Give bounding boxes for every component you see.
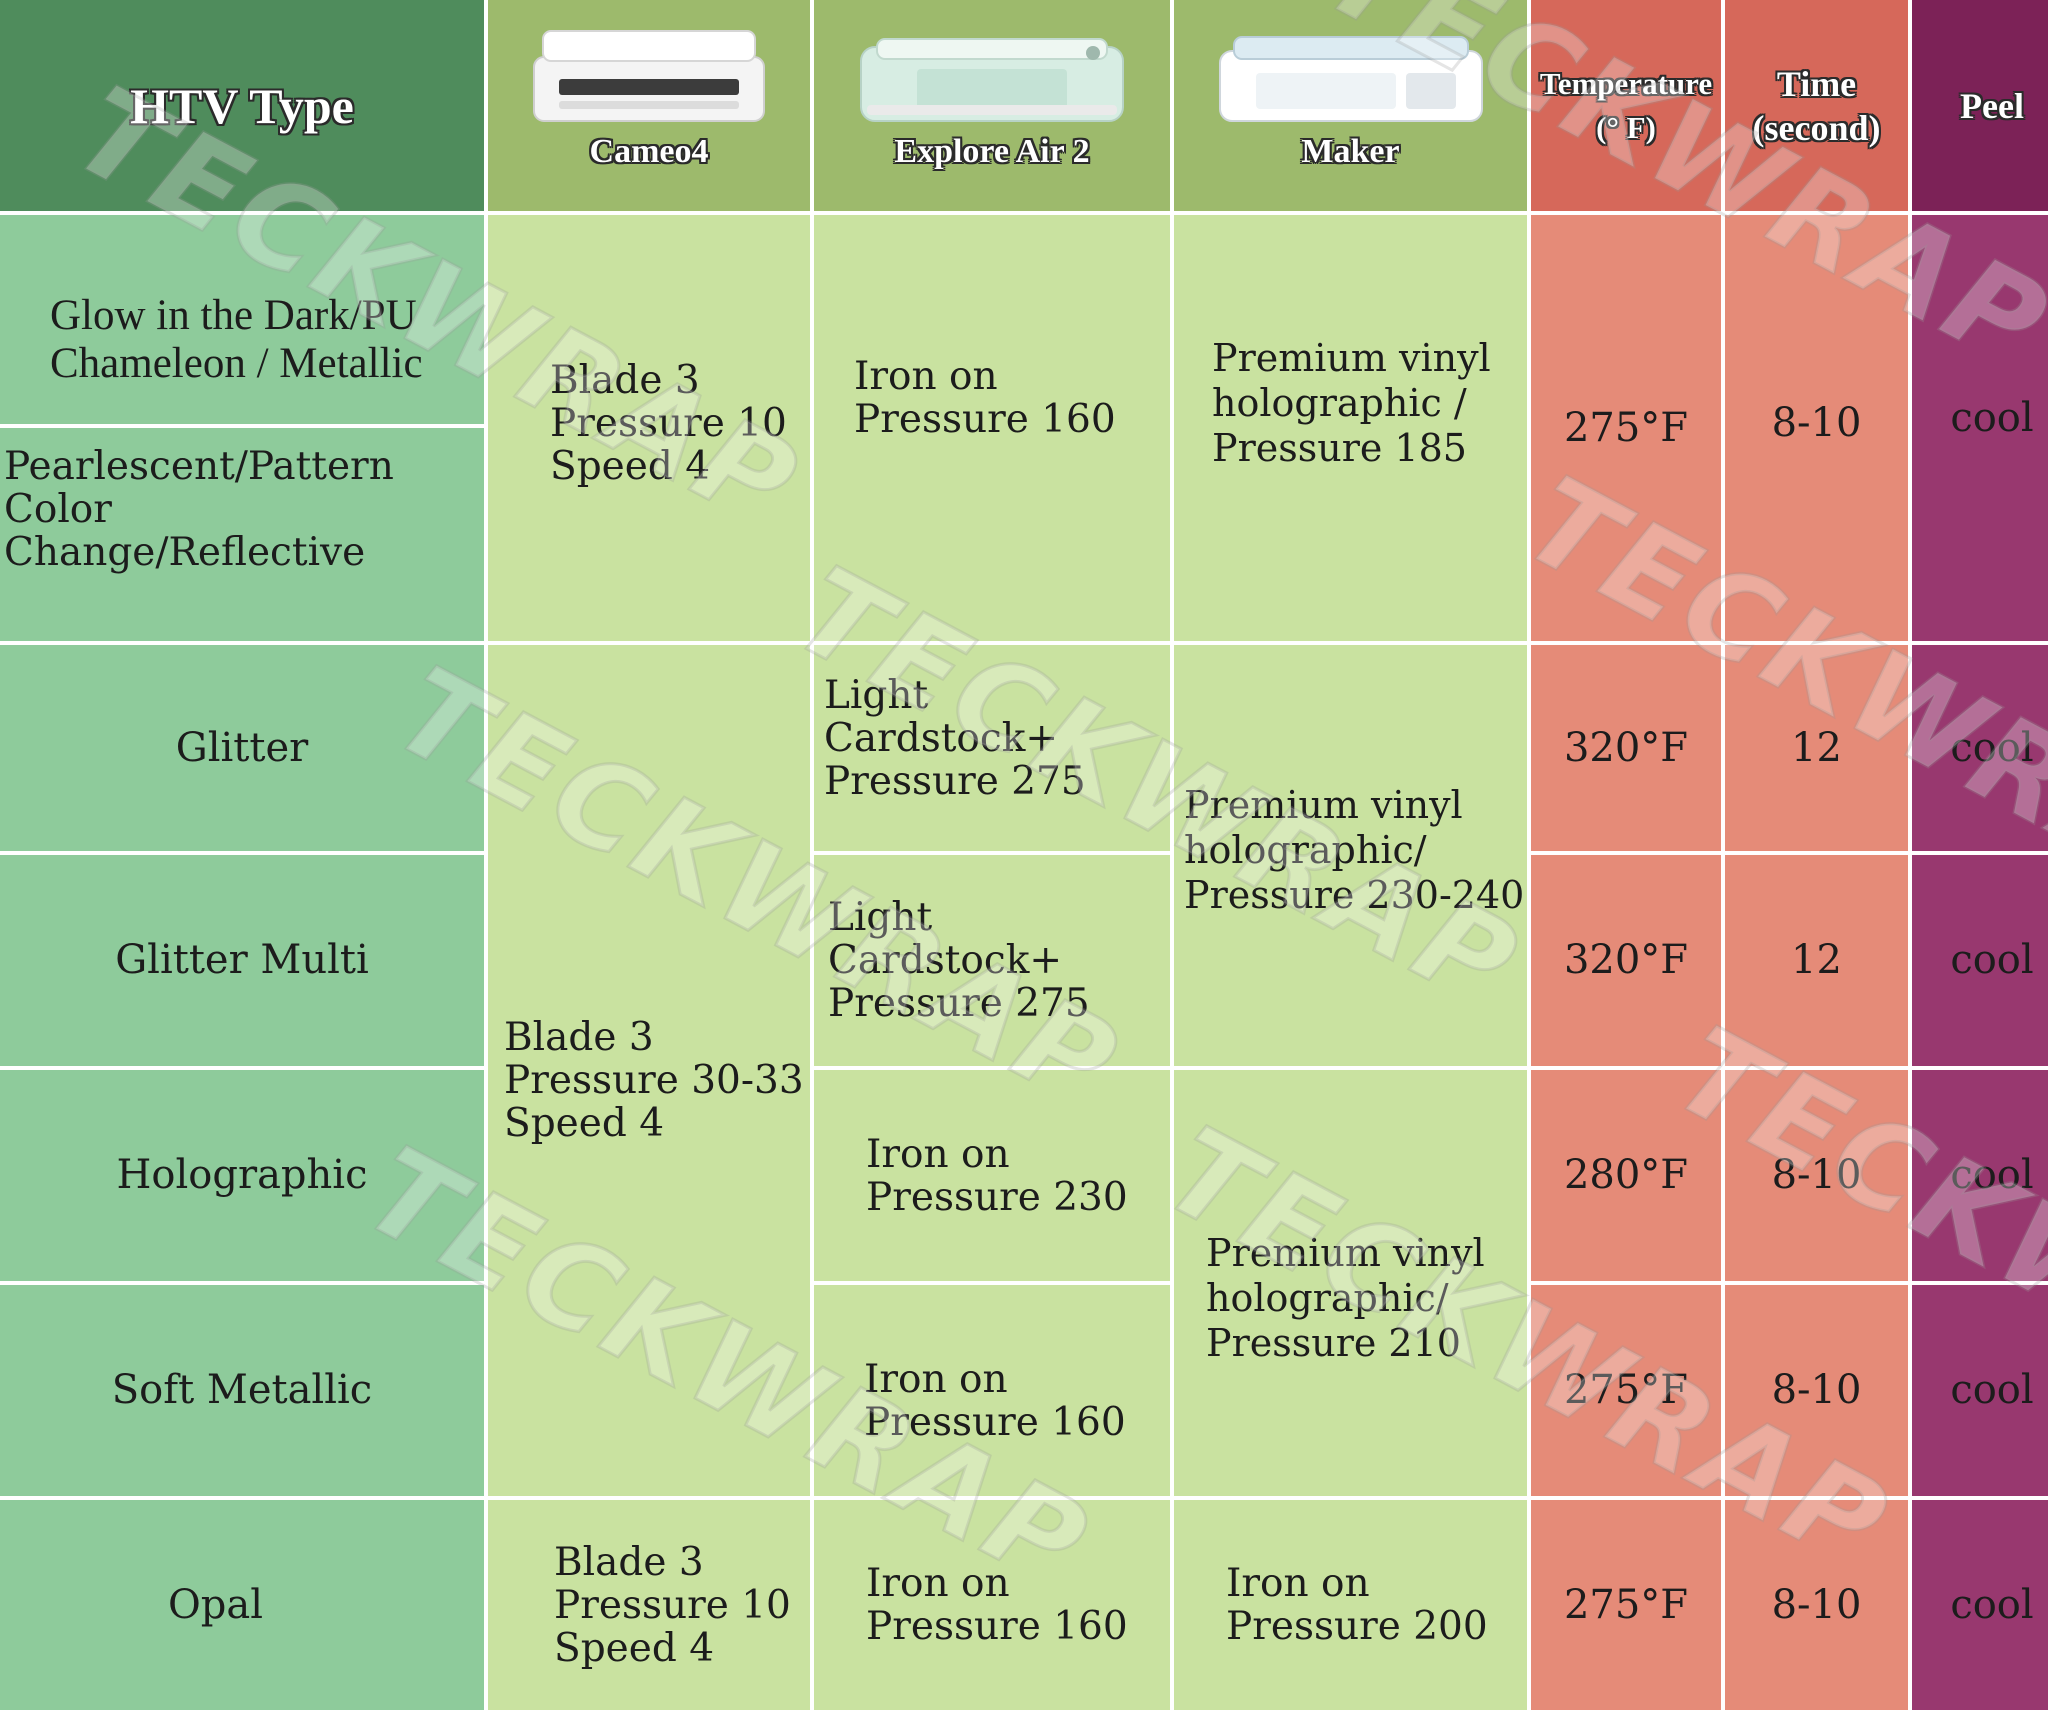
row-holographic: Holographic [0, 1070, 484, 1281]
maker-setting-group-1: Premium vinyl holographic / Pressure 185 [1174, 215, 1527, 641]
explore-setting-glitter: Light Cardstock+ Pressure 275 [814, 645, 1170, 851]
peel-value: cool [1950, 724, 2034, 771]
temperature-value: 275°F [1563, 404, 1689, 451]
header-peel-label: Peel [1960, 85, 2024, 126]
htv-type-label: Soft Metallic [111, 1367, 373, 1413]
temperature-value: 275°F [1563, 1367, 1689, 1413]
peel-value: cool [1950, 1581, 2034, 1628]
maker-setting-text: Premium vinyl holographic/ Pressure 230-… [1184, 783, 1525, 917]
row-soft-metallic: Soft Metallic [0, 1285, 484, 1496]
explore-setting-text: Iron on Pressure 230 [866, 1131, 1128, 1220]
temperature-group-1: 275°F [1531, 215, 1721, 641]
header-maker: Maker [1174, 0, 1527, 211]
explore-setting-text: Iron on Pressure 160 [854, 354, 1116, 442]
temperature-value: 275°F [1563, 1581, 1689, 1628]
peel-soft-metallic: cool [1912, 1285, 2048, 1496]
time-value: 8-10 [1771, 399, 1862, 446]
header-htv-type: HTV Type [0, 0, 484, 211]
maker-setting-text: Premium vinyl holographic / Pressure 185 [1212, 335, 1491, 470]
time-opal: 8-10 [1725, 1500, 1908, 1710]
cameo4-setting-group-2: Blade 3 Pressure 30-33 Speed 4 [488, 645, 810, 1496]
maker-setting-glitter-group: Premium vinyl holographic/ Pressure 230-… [1174, 645, 1527, 1066]
htv-type-label: Pearlescent/Pattern Color Change/Reflect… [4, 444, 394, 575]
row-glitter: Glitter [0, 645, 484, 851]
peel-holographic: cool [1912, 1070, 2048, 1281]
header-time: Time (second) [1725, 0, 1908, 211]
header-time-label: Time (second) [1752, 63, 1881, 148]
maker-setting-opal: Iron on Pressure 200 [1174, 1500, 1527, 1710]
explore-setting-text: Light Cardstock+ Pressure 275 [828, 895, 1090, 1026]
row-pearlescent-reflective: Pearlescent/Pattern Color Change/Reflect… [0, 428, 484, 641]
time-value: 12 [1791, 724, 1842, 771]
time-soft-metallic: 8-10 [1725, 1285, 1908, 1496]
time-value: 12 [1791, 937, 1842, 983]
header-explore-air-2-label: Explore Air 2 [894, 133, 1090, 170]
explore-setting-soft-metallic: Iron on Pressure 160 [814, 1285, 1170, 1496]
explore-setting-opal: Iron on Pressure 160 [814, 1500, 1170, 1710]
row-glow-chameleon-metallic: Glow in the Dark/PU Chameleon / Metallic [0, 215, 484, 424]
peel-opal: cool [1912, 1500, 2048, 1710]
htv-type-label: Holographic [116, 1152, 368, 1198]
temperature-opal: 275°F [1531, 1500, 1721, 1710]
cameo4-setting-group-1: Blade 3 Pressure 10 Speed 4 [488, 215, 810, 641]
header-maker-label: Maker [1301, 133, 1400, 170]
maker-setting-holo-group: Premium vinyl holographic/ Pressure 210 [1174, 1070, 1527, 1496]
time-value: 8-10 [1771, 1581, 1862, 1628]
cameo4-setting-text: Blade 3 Pressure 10 Speed 4 [550, 357, 787, 489]
time-value: 8-10 [1771, 1152, 1862, 1198]
time-glitter-multi: 12 [1725, 855, 1908, 1066]
explore-setting-group-1: Iron on Pressure 160 [814, 215, 1170, 641]
cameo4-setting-text: Blade 3 Pressure 10 Speed 4 [554, 1539, 791, 1671]
temperature-holographic: 280°F [1531, 1070, 1721, 1281]
explore-setting-glitter-multi: Light Cardstock+ Pressure 275 [814, 855, 1170, 1066]
maker-setting-text: Iron on Pressure 200 [1226, 1561, 1488, 1649]
header-htv-type-label: HTV Type [130, 77, 354, 134]
peel-value: cool [1950, 937, 2034, 983]
temperature-glitter-multi: 320°F [1531, 855, 1721, 1066]
peel-value: cool [1950, 394, 2034, 441]
cameo4-machine-icon [533, 30, 765, 122]
htv-type-label: Glow in the Dark/PU Chameleon / Metallic [50, 291, 423, 387]
htv-type-label: Glitter Multi [115, 937, 369, 983]
peel-group-1: cool [1912, 215, 2048, 641]
cameo4-setting-opal: Blade 3 Pressure 10 Speed 4 [488, 1500, 810, 1710]
header-temperature: Temperature (° F) [1531, 0, 1721, 211]
explore-setting-text: Iron on Pressure 160 [866, 1561, 1128, 1649]
cameo4-setting-text: Blade 3 Pressure 30-33 Speed 4 [504, 1015, 804, 1146]
peel-glitter-multi: cool [1912, 855, 2048, 1066]
row-glitter-multi: Glitter Multi [0, 855, 484, 1066]
header-peel: Peel [1912, 0, 2048, 211]
temperature-value: 280°F [1563, 1152, 1689, 1198]
peel-glitter: cool [1912, 645, 2048, 851]
maker-machine-icon [1218, 36, 1483, 122]
header-cameo4: Cameo4 [488, 0, 810, 211]
header-temperature-label: Temperature (° F) [1539, 65, 1713, 145]
peel-value: cool [1950, 1367, 2034, 1413]
peel-value: cool [1950, 1152, 2034, 1198]
time-glitter: 12 [1725, 645, 1908, 851]
time-value: 8-10 [1771, 1367, 1862, 1413]
temperature-glitter: 320°F [1531, 645, 1721, 851]
time-holographic: 8-10 [1725, 1070, 1908, 1281]
explore-air-2-machine-icon [860, 38, 1124, 122]
explore-setting-holographic: Iron on Pressure 230 [814, 1070, 1170, 1281]
htv-type-label: Glitter [175, 724, 309, 771]
htv-type-label: Opal [168, 1581, 264, 1628]
explore-setting-text: Iron on Pressure 160 [864, 1356, 1126, 1445]
time-group-1: 8-10 [1725, 215, 1908, 641]
maker-setting-text: Premium vinyl holographic/ Pressure 210 [1206, 1230, 1485, 1365]
explore-setting-text: Light Cardstock+ Pressure 275 [824, 672, 1086, 804]
header-explore-air-2: Explore Air 2 [814, 0, 1170, 211]
temperature-value: 320°F [1563, 724, 1689, 771]
header-cameo4-label: Cameo4 [589, 133, 709, 170]
row-opal: Opal [0, 1500, 484, 1710]
temperature-value: 320°F [1563, 937, 1689, 983]
temperature-soft-metallic: 275°F [1531, 1285, 1721, 1496]
